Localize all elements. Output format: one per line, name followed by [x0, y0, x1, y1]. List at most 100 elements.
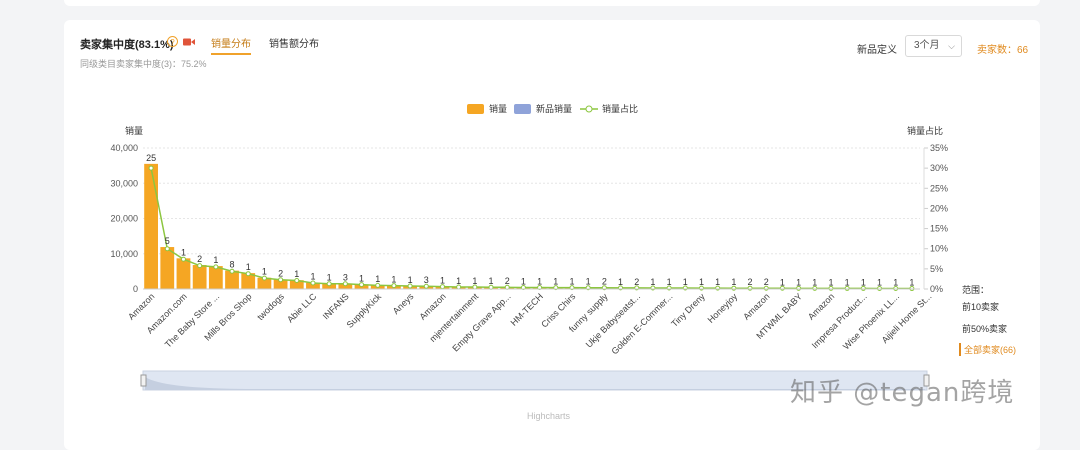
y2-axis-title: 销量占比 [907, 125, 943, 136]
x-tick-label: Aneys [391, 291, 416, 316]
data-label: 1 [699, 277, 704, 287]
data-label: 1 [683, 277, 688, 287]
data-label: 1 [586, 277, 591, 287]
x-tick-label: Tiny Dreny [669, 291, 707, 329]
data-label: 1 [213, 255, 218, 265]
data-label: 1 [359, 273, 364, 283]
range-all-sellers-option[interactable]: 全部卖家(66) [959, 343, 1016, 356]
bar [193, 265, 207, 289]
legend-sales-label: 销量 [489, 103, 507, 114]
bar [177, 258, 191, 289]
x-tick-label: INFANS [321, 291, 351, 321]
data-label: 1 [780, 277, 785, 287]
data-label: 1 [391, 274, 396, 284]
data-label: 1 [294, 269, 299, 279]
y-tick-label: 10,000 [110, 249, 138, 259]
legend-new-sales-swatch [514, 104, 531, 114]
ratio-point [181, 257, 185, 261]
data-label: 8 [230, 260, 235, 270]
legend-ratio-label: 销量占比 [602, 103, 638, 114]
bar-series [144, 164, 919, 289]
x-tick-label: twodogs [255, 291, 286, 322]
data-label: 1 [715, 277, 720, 287]
data-label: 1 [375, 274, 380, 284]
data-label: 25 [146, 153, 156, 163]
ratio-point [230, 269, 234, 273]
x-tick-label: Impresa Product... [810, 291, 869, 350]
data-label: 1 [408, 275, 413, 285]
y2-tick-label: 25% [930, 183, 948, 193]
data-label: 1 [893, 278, 898, 288]
x-tick-label: Honeyjoy [706, 291, 740, 325]
data-label: 1 [812, 277, 817, 287]
bar [160, 247, 174, 289]
x-tick-label: Wise Phoenix LL... [841, 291, 901, 351]
x-tick-label: The Baby Store ... [163, 291, 221, 349]
x-tick-label: Abie LLC [285, 291, 319, 325]
y2-tick-label: 30% [930, 163, 948, 173]
data-label: 1 [553, 277, 558, 287]
range-top10-option[interactable]: 前10卖家 [962, 300, 999, 313]
legend-ratio-marker [586, 106, 592, 112]
data-label: 1 [650, 277, 655, 287]
highcharts-credits[interactable]: Highcharts [527, 411, 570, 421]
ratio-point [214, 265, 218, 269]
grid-lines [143, 148, 920, 254]
data-label: 1 [521, 276, 526, 286]
x-tick-label: Ukje Babyseatst... [584, 291, 642, 349]
data-label: 1 [472, 276, 477, 286]
y2-tick-label: 20% [930, 203, 948, 213]
data-label: 2 [602, 277, 607, 287]
y2-tick-label: 5% [930, 264, 943, 274]
watermark: 知乎 @tegan跨境 [790, 372, 1014, 409]
data-label: 2 [278, 268, 283, 278]
data-label: 1 [828, 277, 833, 287]
navigator-handle-left [141, 375, 146, 386]
ratio-point [165, 247, 169, 251]
y2-tick-label: 35% [930, 143, 948, 153]
data-label: 1 [909, 278, 914, 288]
data-label: 1 [845, 277, 850, 287]
data-label: 2 [748, 277, 753, 287]
data-label: 1 [440, 276, 445, 286]
range-top50pct-option[interactable]: 前50%卖家 [962, 322, 1007, 335]
data-label: 2 [505, 276, 510, 286]
data-label: 3 [424, 275, 429, 285]
y-tick-label: 40,000 [110, 143, 138, 153]
data-label: 1 [310, 272, 315, 282]
data-label: 1 [537, 276, 542, 286]
data-label: 2 [764, 277, 769, 287]
legend: 销量 新品销量 销量占比 [467, 103, 638, 114]
axes: 010,00020,00030,00040,0000%5%10%15%20%25… [110, 125, 948, 356]
ratio-point [198, 264, 202, 268]
x-tick-label: SupplyKick [345, 291, 384, 330]
x-tick-label: Amazon [806, 291, 836, 321]
x-tick-label: Golden E-Commer... [609, 291, 674, 356]
data-label: 1 [861, 277, 866, 287]
legend-new-sales-label: 新品销量 [536, 103, 572, 114]
data-label: 1 [327, 273, 332, 283]
x-tick-label: Empty Grave App... [450, 291, 512, 353]
data-label: 1 [569, 277, 574, 287]
data-label: 1 [618, 277, 623, 287]
ratio-point [246, 272, 250, 276]
data-label: 2 [634, 277, 639, 287]
bar [144, 164, 158, 289]
data-label: 1 [877, 277, 882, 287]
data-label: 1 [181, 247, 186, 257]
range-title: 范围： [962, 283, 989, 296]
y2-tick-label: 10% [930, 244, 948, 254]
ratio-point [149, 166, 153, 170]
bar [209, 266, 223, 289]
x-tick-label: Amazon [741, 291, 771, 321]
data-label: 1 [456, 276, 461, 286]
data-label: 1 [667, 277, 672, 287]
data-label: 5 [165, 236, 170, 246]
x-tick-label: Amazon [417, 291, 447, 321]
data-label: 1 [796, 277, 801, 287]
data-label: 1 [731, 277, 736, 287]
y-tick-label: 30,000 [110, 178, 138, 188]
data-label: 1 [262, 267, 267, 277]
y-axis-title: 销量 [125, 125, 143, 136]
